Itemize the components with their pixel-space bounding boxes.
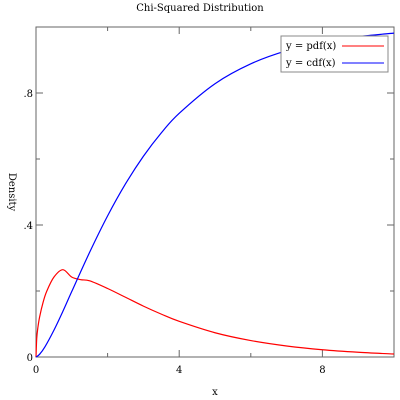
legend-label-cdf: y = cdf(x) [285, 58, 336, 69]
y-tick-label-1: .4 [23, 221, 33, 232]
y-tick-label-0: 0 [27, 353, 33, 364]
x-tick-label-2: 8 [319, 365, 325, 376]
x-axis-label: x [212, 387, 218, 398]
y-axis-label: Density [6, 173, 17, 212]
plot-frame [35, 26, 395, 358]
legend-label-pdf: y = pdf(x) [285, 41, 336, 52]
series-line-0 [35, 269, 395, 358]
x-tick-label-0: 0 [33, 365, 39, 376]
legend: y = pdf(x) y = cdf(x) [280, 35, 389, 73]
chart-title: Chi-Squared Distribution [136, 3, 264, 14]
x-tick-label-1: 4 [176, 365, 182, 376]
tick-labels: 0 4 8 0 .4 .8 [23, 89, 325, 376]
y-tick-label-2: .8 [23, 89, 33, 100]
legend-box [280, 35, 389, 73]
axis-ticks [35, 26, 395, 358]
